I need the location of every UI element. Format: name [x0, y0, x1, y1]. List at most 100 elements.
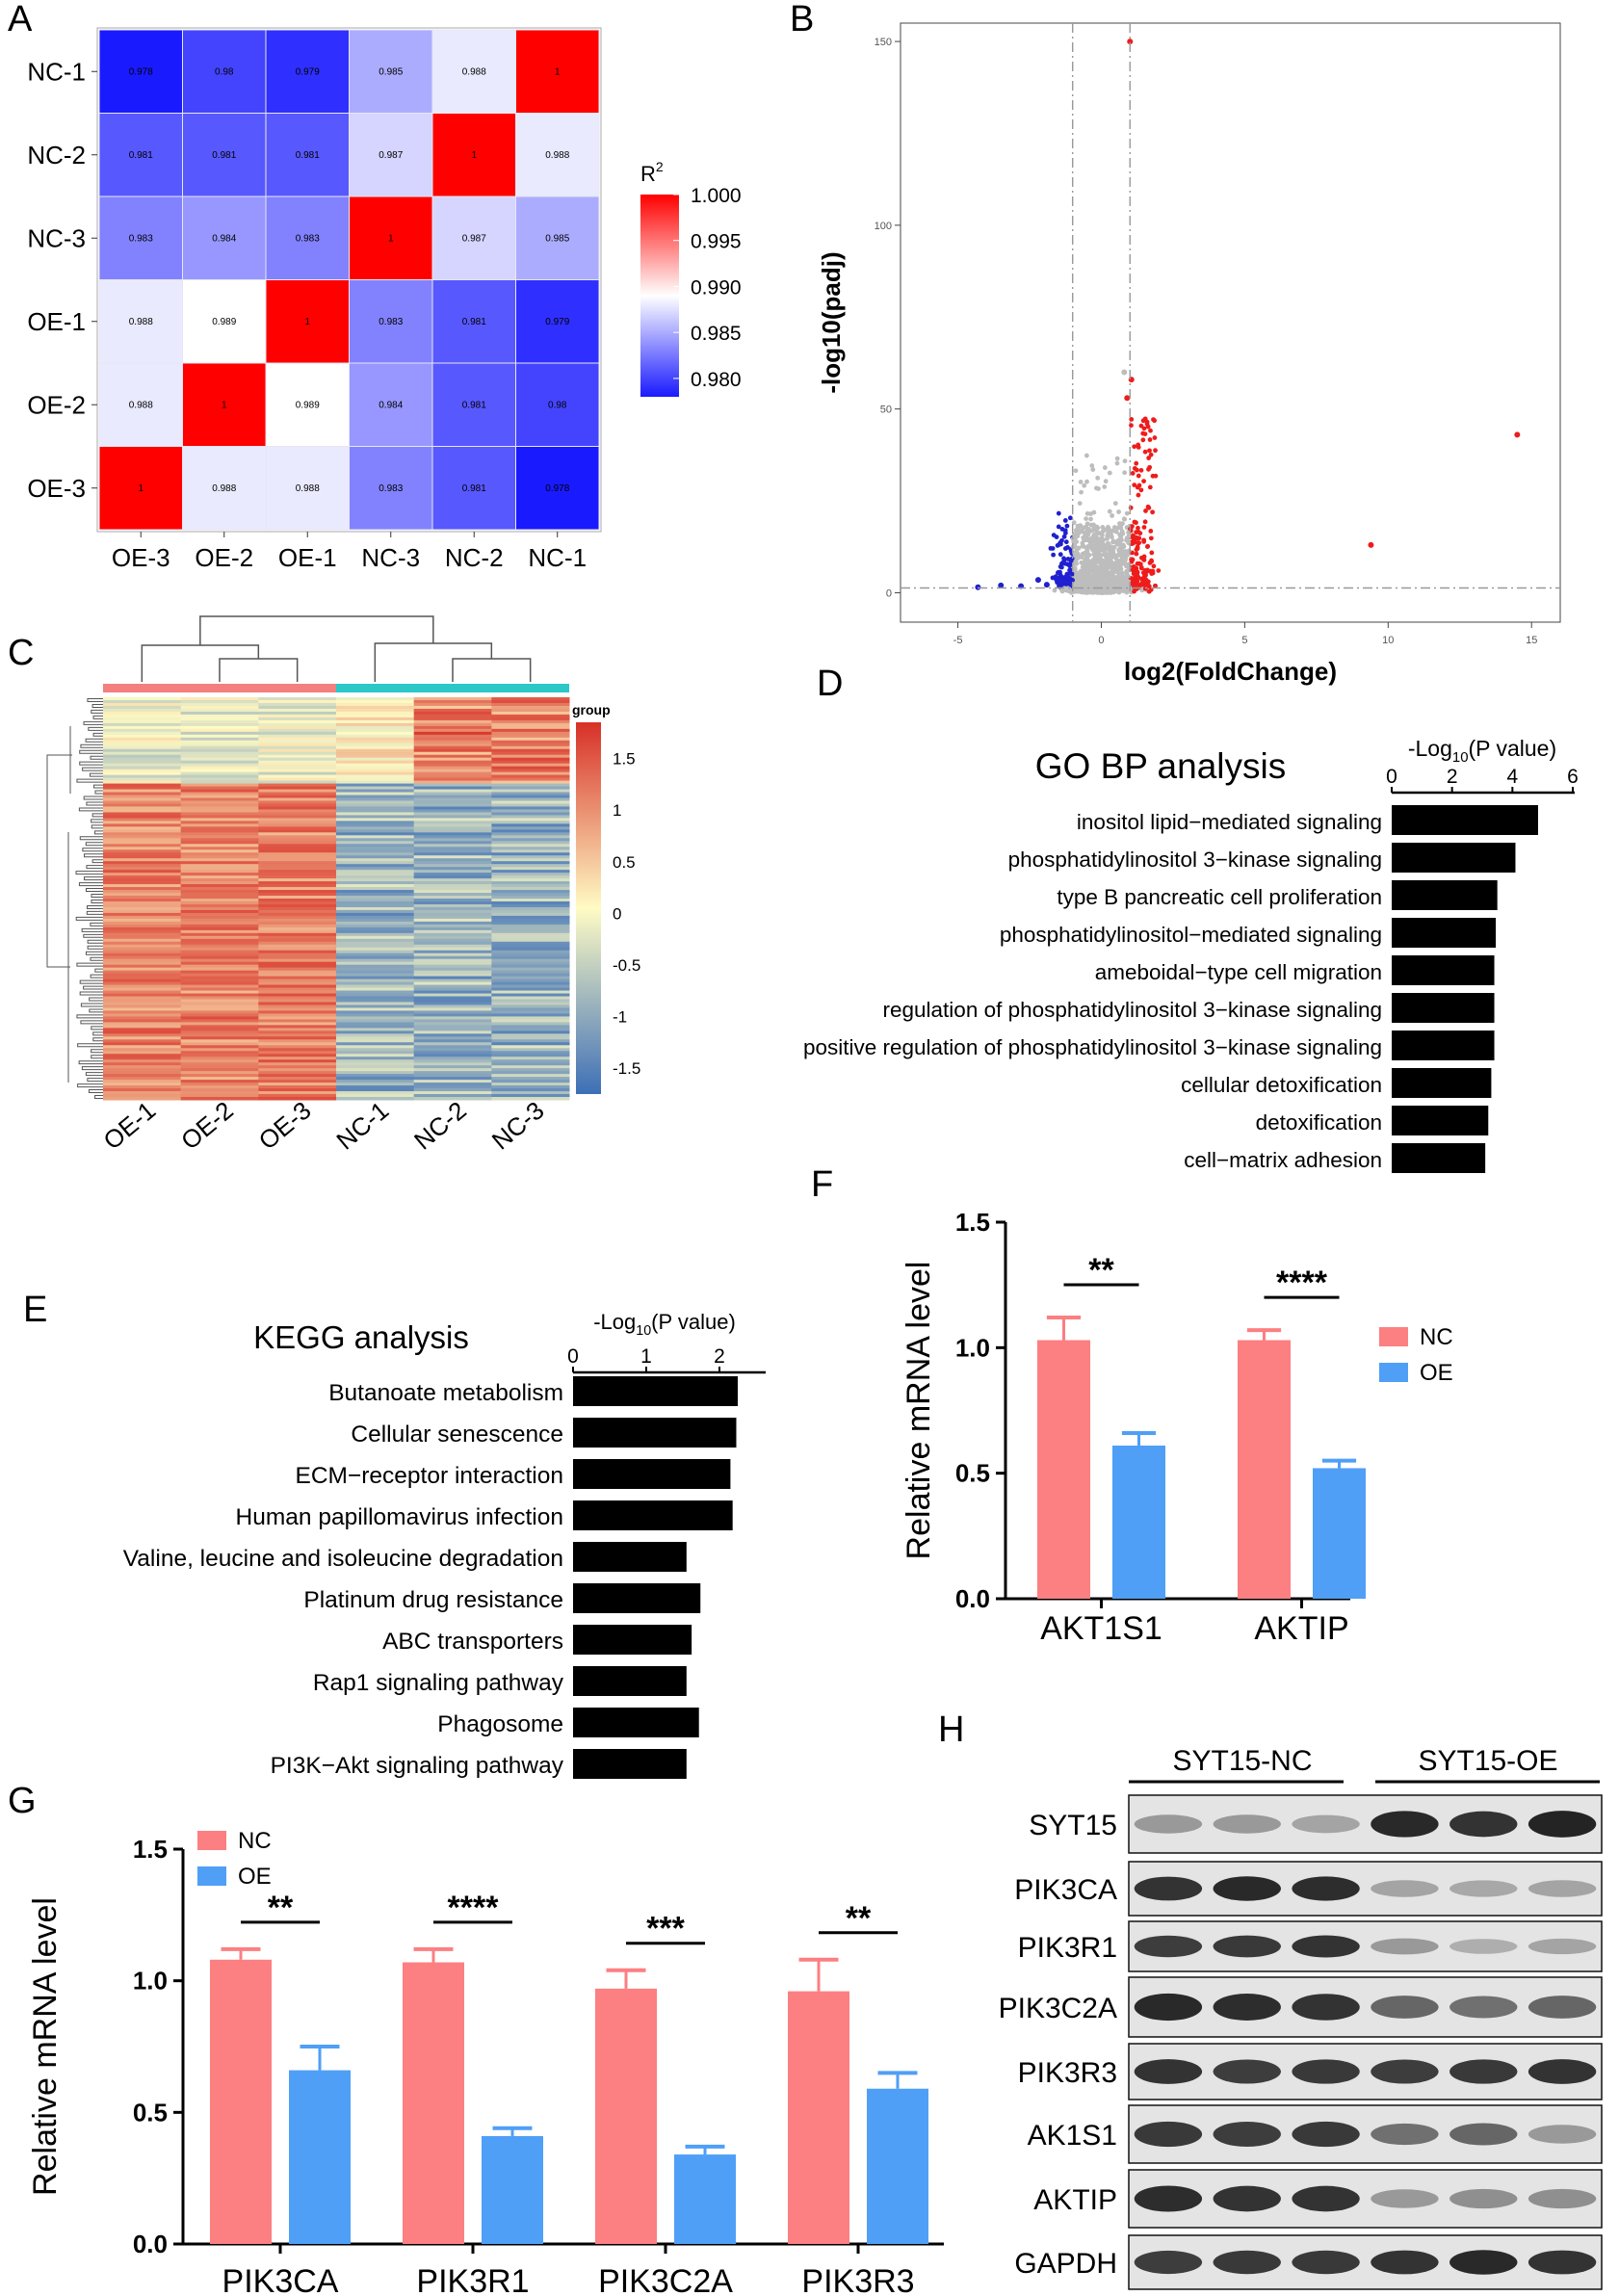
volcano-point: [1121, 559, 1126, 564]
blot-band: [1528, 2125, 1597, 2144]
dendro-branch: [82, 848, 103, 852]
heatmap-cell: [491, 743, 570, 747]
dendro-branch: [83, 796, 103, 800]
heatmap-cell: [515, 446, 600, 531]
heatmap-cell: [182, 29, 267, 114]
volcano-point: [1144, 421, 1150, 427]
heatmap-cell: [258, 944, 337, 949]
heatmap-cell: [491, 849, 570, 853]
volcano-point: [1136, 473, 1141, 479]
x-tick-label: 5: [1241, 635, 1247, 646]
heatmap-cell: [180, 976, 259, 980]
dendro-branch: [90, 974, 103, 978]
blot-band: [1449, 1939, 1518, 1954]
heatmap-cell: [258, 783, 337, 788]
x-tick-label: 0: [1098, 635, 1104, 646]
volcano-point: [1141, 525, 1147, 530]
panel-f-akt: 0.0 0.5 1.0 1.5 Relative mRNA level AKT1S1 ** A…: [901, 1208, 1453, 1647]
heatmap-cell: [180, 725, 259, 730]
heatmap-cell: [413, 955, 492, 960]
heatmap-cell: [180, 935, 259, 940]
heatmap-cell: [336, 728, 415, 733]
heatmap-cell: [491, 771, 570, 776]
heatmap-cell: [258, 912, 337, 917]
heatmap-cell: [336, 858, 415, 862]
heatmap-cell: [103, 757, 182, 762]
volcano-point: [1130, 470, 1136, 476]
heatmap-cell: [413, 887, 492, 891]
heatmap-cell: [491, 912, 570, 917]
heatmap-cell: [491, 763, 570, 768]
dendro-branch: [80, 744, 103, 748]
heatmap-cell: [103, 1094, 182, 1098]
heatmap-cell: [413, 1062, 492, 1066]
heatmap-cell: [265, 113, 350, 197]
heatmap-cell: [491, 990, 570, 995]
heatmap-cell: [258, 705, 337, 710]
heatmap-cell: [336, 1065, 415, 1069]
heatmap-cell: [491, 921, 570, 926]
cell-value: 0.985: [545, 233, 569, 244]
bar: [573, 1459, 731, 1489]
panel-label-a: A: [8, 0, 33, 39]
bar: [1392, 1143, 1486, 1173]
heatmap-cell: [103, 993, 182, 998]
heatmap-cell: [336, 748, 415, 753]
cell-value: 0.981: [212, 150, 236, 161]
heatmap-cell: [103, 1048, 182, 1052]
heatmap-cell: [413, 987, 492, 992]
heatmap-cell: [258, 993, 337, 998]
heatmap-cell: [491, 875, 570, 879]
bar-oe: [1112, 1445, 1165, 1599]
heatmap-cell: [491, 938, 570, 943]
category-label: PI3K−Akt signaling pathway: [271, 1753, 564, 1779]
volcano-point: [1124, 585, 1130, 590]
heatmap-cell: [413, 906, 492, 911]
volcano-point: [1136, 529, 1141, 535]
heatmap-cell: [103, 961, 182, 966]
heatmap-cell: [258, 887, 337, 891]
heatmap-cell: [103, 915, 182, 920]
heatmap-cell: [103, 852, 182, 856]
volcano-point: [1124, 537, 1129, 543]
heatmap-cell: [413, 815, 492, 819]
heatmap-cell: [349, 446, 433, 531]
y-tick-label: 0.0: [133, 2230, 168, 2258]
heatmap-cell: [491, 900, 570, 905]
heatmap-cell: [491, 978, 570, 983]
heatmap-cell: [336, 875, 415, 879]
bar-oe: [289, 2070, 351, 2244]
heatmap-cell: [336, 855, 415, 859]
volcano-point: [1147, 448, 1152, 454]
heatmap-cell: [336, 900, 415, 905]
cell-value: 0.988: [129, 317, 153, 327]
heatmap-cell: [336, 697, 415, 701]
heatmap-cell: [258, 806, 337, 810]
volcano-point: [1095, 475, 1101, 481]
volcano-point: [1110, 539, 1115, 545]
heatmap-cell: [180, 978, 259, 983]
row-label: OE-1: [27, 307, 86, 336]
heatmap-cell: [103, 912, 182, 917]
volcano-point: [1068, 567, 1074, 573]
cell-value: 0.984: [379, 400, 403, 410]
volcano-point: [1059, 527, 1065, 532]
bar: [573, 1666, 687, 1696]
group-bar-oe: [103, 684, 336, 692]
heatmap-cell: [491, 717, 570, 721]
heatmap-cell: [413, 1022, 492, 1026]
bar-nc: [1238, 1340, 1291, 1599]
heatmap-cell: [413, 1057, 492, 1060]
y-tick-label: 100: [875, 221, 892, 232]
dendro-branch: [87, 1078, 103, 1083]
heatmap-cell: [491, 821, 570, 824]
heatmap-cell: [491, 835, 570, 839]
row-label: OE-3: [27, 474, 86, 503]
heatmap-cell: [103, 1013, 182, 1017]
heatmap-cell: [258, 1019, 337, 1023]
heatmap-cell: [103, 714, 182, 718]
heatmap-cell: [491, 838, 570, 842]
volcano-point: [1100, 558, 1106, 563]
heatmap-cell: [491, 800, 570, 804]
heatmap-cell: [180, 849, 259, 853]
